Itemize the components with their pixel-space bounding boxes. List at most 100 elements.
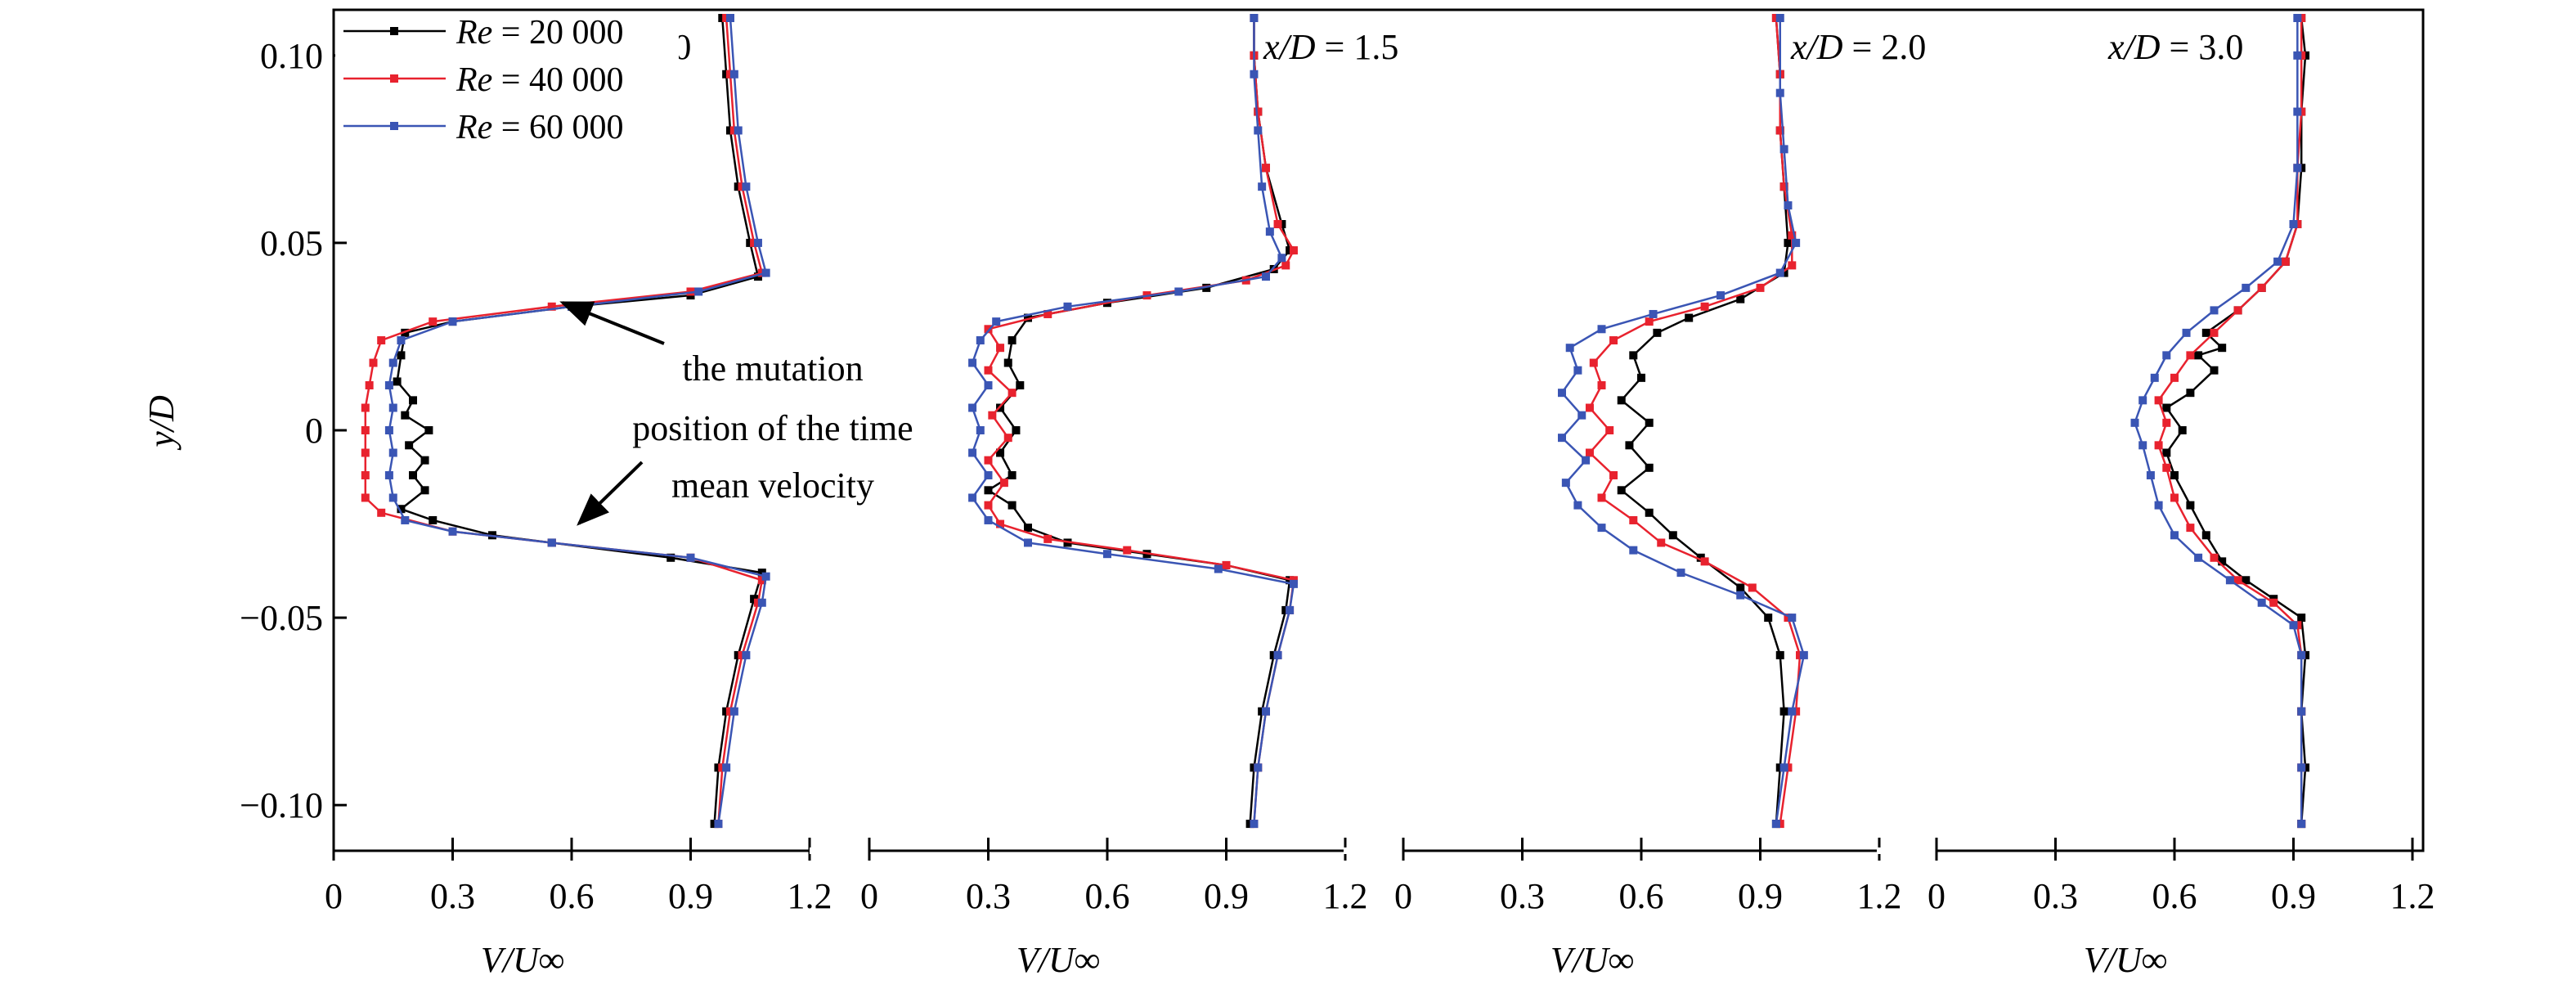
data-point-re20000: [1775, 650, 1784, 659]
data-point-re60000: [2293, 107, 2302, 116]
data-point-re60000: [384, 470, 393, 479]
data-point-re40000: [1289, 246, 1298, 255]
data-point-re40000: [1605, 426, 1614, 434]
x-axis-label: V/U∞: [1551, 940, 1634, 980]
data-point-re60000: [2273, 257, 2282, 266]
y-tick-label: −0.05: [240, 598, 323, 638]
data-point-re20000: [1024, 313, 1032, 322]
data-point-re40000: [2210, 328, 2219, 337]
data-point-re60000: [734, 126, 743, 135]
annotation-text: mean velocity: [671, 465, 874, 506]
data-point-re60000: [1250, 70, 1259, 79]
data-point-re60000: [1649, 309, 1658, 318]
x-tick-label: 0: [1394, 876, 1412, 916]
data-point-re20000: [2194, 351, 2203, 360]
data-point-re60000: [1250, 14, 1259, 22]
data-point-re60000: [1558, 389, 1566, 398]
data-point-re40000: [1609, 470, 1618, 479]
data-point-re60000: [742, 182, 751, 191]
legend-box: [335, 11, 679, 164]
x-tick-label: 0.6: [1085, 876, 1130, 916]
data-point-re60000: [757, 598, 766, 607]
data-point-re40000: [361, 493, 370, 502]
data-point-re60000: [2289, 220, 2298, 228]
data-point-re60000: [2293, 164, 2302, 173]
data-point-re60000: [401, 515, 410, 524]
data-point-re20000: [1617, 486, 1626, 495]
data-point-re40000: [2170, 373, 2179, 382]
data-point-re40000: [984, 501, 993, 510]
data-point-re40000: [984, 325, 993, 334]
data-point-re40000: [984, 366, 993, 375]
data-point-re60000: [397, 336, 406, 345]
panels: 00.30.60.91.2V/U∞x/D = 1.000.30.60.91.2V…: [325, 14, 2435, 980]
data-point-re40000: [1222, 560, 1231, 569]
data-point-re60000: [2297, 650, 2306, 659]
data-point-re40000: [2281, 257, 2290, 266]
legend-label: Re = 40 000: [456, 61, 623, 99]
data-point-re20000: [420, 486, 429, 495]
data-point-re40000: [984, 456, 993, 465]
data-point-re60000: [2297, 763, 2306, 772]
y-tick-label: 0.10: [260, 36, 323, 76]
data-point-re40000: [996, 344, 1005, 353]
data-point-re40000: [2257, 283, 2266, 292]
data-point-re40000: [1657, 538, 1666, 547]
legend-marker: [390, 27, 398, 35]
data-point-re60000: [2194, 553, 2203, 562]
data-point-re60000: [1573, 366, 1582, 375]
data-point-re40000: [996, 519, 1005, 528]
data-point-re60000: [2182, 328, 2191, 337]
data-point-re40000: [1281, 261, 1290, 270]
data-point-re20000: [401, 411, 410, 420]
data-point-re60000: [2297, 707, 2306, 716]
data-point-re40000: [1262, 164, 1270, 173]
data-point-re20000: [1012, 426, 1021, 434]
data-point-re60000: [968, 493, 977, 502]
data-point-re60000: [1771, 820, 1780, 829]
x-axis-label: V/U∞: [2084, 940, 2167, 980]
data-point-re20000: [397, 351, 406, 360]
legend-label: Re = 20 000: [456, 14, 623, 52]
data-point-re60000: [984, 515, 993, 524]
data-point-re60000: [992, 317, 1001, 326]
x-tick-label: 0: [860, 876, 878, 916]
data-point-re20000: [1685, 313, 1694, 322]
data-point-re60000: [1629, 546, 1638, 555]
data-point-re20000: [2218, 344, 2227, 353]
data-point-re40000: [1003, 434, 1012, 443]
data-point-re20000: [2170, 470, 2179, 479]
data-point-re20000: [401, 328, 410, 337]
data-point-re60000: [448, 317, 457, 326]
data-point-re20000: [420, 456, 429, 465]
data-point-re60000: [2138, 396, 2147, 405]
data-point-re20000: [1008, 501, 1016, 510]
data-point-re60000: [2154, 501, 2163, 510]
data-point-re40000: [1700, 302, 1709, 311]
data-point-re60000: [1262, 272, 1270, 281]
axis-break: [810, 847, 869, 854]
x-tick-label: 1.2: [1857, 876, 1902, 916]
data-point-re40000: [2233, 576, 2242, 585]
data-point-re60000: [686, 553, 695, 562]
data-point-re60000: [1289, 579, 1298, 588]
data-point-re20000: [1645, 508, 1654, 517]
y-tick-label: 0: [305, 411, 323, 451]
data-point-re20000: [1008, 470, 1016, 479]
data-point-re40000: [1043, 309, 1052, 318]
data-point-re40000: [1273, 220, 1282, 228]
data-point-re60000: [448, 527, 457, 536]
data-point-re60000: [388, 403, 397, 412]
data-point-re60000: [2225, 576, 2234, 585]
data-point-re60000: [1273, 650, 1282, 659]
data-point-re60000: [1779, 763, 1788, 772]
axis-break: [1344, 847, 1403, 854]
data-point-re40000: [1123, 546, 1132, 555]
data-point-re60000: [2146, 470, 2155, 479]
data-point-re60000: [1775, 268, 1784, 277]
data-point-re20000: [1645, 463, 1654, 472]
data-point-re60000: [1676, 569, 1685, 578]
data-point-re40000: [1748, 583, 1757, 592]
y-axis-label-text: y/D: [141, 395, 182, 451]
data-point-re60000: [1717, 291, 1725, 300]
